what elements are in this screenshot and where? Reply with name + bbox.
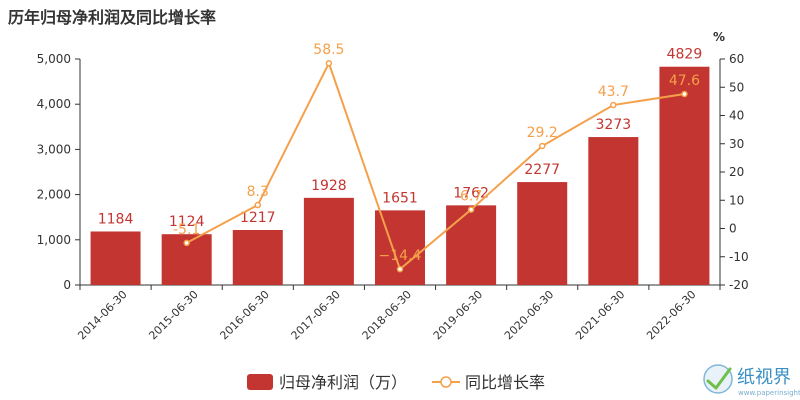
chart-title: 历年归母净利润及同比增长率 (8, 8, 217, 27)
growth-rate-label: 6.7 (460, 189, 482, 205)
growth-rate-label: −14.4 (379, 248, 422, 264)
right-axis-tick-label: -10 (729, 250, 749, 264)
watermark-check-icon (706, 367, 732, 390)
bar-value-label: 1124 (169, 214, 205, 230)
bar-value-label: 3273 (596, 117, 632, 133)
growth-rate-point (396, 265, 404, 273)
bar-net-profit (659, 66, 710, 285)
growth-rate-point (183, 239, 190, 247)
right-axis-tick-label: 30 (729, 137, 744, 151)
left-axis-tick-label: 1,000 (37, 233, 71, 247)
right-axis-tick-label: 10 (729, 193, 744, 207)
x-axis-tick-label: 2020-06-30 (502, 288, 556, 342)
right-axis-tick-label: 40 (729, 109, 744, 123)
left-axis-tick-label: 5,000 (37, 52, 71, 66)
x-axis-tick-label: 2015-06-30 (146, 288, 200, 342)
growth-rate-point (467, 206, 475, 213)
x-axis-tick-label: 2022-06-30 (644, 288, 698, 342)
left-axis-tick-label: 3,000 (37, 142, 71, 156)
right-axis-tick-label: 0 (729, 222, 737, 236)
bar-net-profit (90, 231, 141, 285)
bar-value-label: 1217 (240, 210, 276, 226)
x-axis-tick-label: 2018-06-30 (360, 288, 414, 342)
x-axis-tick-label: 2019-06-30 (431, 288, 485, 342)
legend-bar-swatch (247, 374, 273, 390)
growth-rate-point (681, 90, 688, 98)
growth-rate-point (538, 142, 546, 150)
x-axis-tick-label: 2017-06-30 (289, 288, 343, 342)
left-axis-tick-label: 2,000 (37, 188, 71, 202)
growth-rate-label: 58.5 (313, 42, 344, 58)
bar-net-profit (303, 197, 354, 285)
right-axis-tick-label: 20 (729, 165, 744, 179)
growth-rate-point (610, 101, 617, 109)
right-axis-tick-label: 60 (729, 52, 744, 66)
growth-rate-line (186, 60, 685, 271)
growth-rate-point (254, 201, 262, 209)
bar-net-profit (232, 229, 283, 285)
right-axis-tick-label: -20 (729, 278, 749, 292)
watermark-site: www.paperinsight.net (738, 389, 800, 397)
legend-line-marker (440, 376, 452, 388)
bar-value-label: 2277 (524, 162, 560, 178)
x-axis-tick-label: 2016-06-30 (217, 288, 271, 342)
bar-value-label: 1928 (311, 178, 347, 194)
left-axis-tick-label: 0 (63, 278, 71, 292)
x-axis-tick-label: 2014-06-30 (75, 288, 129, 342)
bar-value-label: 1651 (382, 190, 418, 206)
growth-rate-label: -5.1 (173, 222, 200, 238)
growth-rate-point (325, 59, 333, 67)
growth-rate-label: 47.6 (669, 73, 700, 89)
bar-net-profit (517, 182, 568, 285)
growth-rate-label: 8.3 (247, 184, 269, 200)
legend-line-label: 同比增长率 (465, 373, 545, 392)
growth-rate-label: 43.7 (598, 84, 629, 100)
left-axis-tick-label: 4,000 (37, 97, 71, 111)
bar-net-profit (446, 205, 497, 285)
watermark-brand: 纸视界 (737, 367, 791, 388)
bar-value-label: 1762 (453, 185, 489, 201)
x-axis-tick-label: 2021-06-30 (573, 288, 627, 342)
legend-bar-label: 归母净利润（万） (279, 373, 407, 392)
right-axis-unit: % (713, 30, 725, 44)
bar-value-label: 4829 (667, 47, 703, 63)
bar-value-label: 1184 (98, 211, 134, 227)
right-axis-tick-label: 50 (729, 80, 744, 94)
legend: 归母净利润（万） 同比增长率 (247, 373, 545, 392)
growth-rate-label: 29.2 (527, 125, 558, 141)
watermark-globe-icon (703, 364, 733, 394)
bar-net-profit (588, 137, 639, 285)
